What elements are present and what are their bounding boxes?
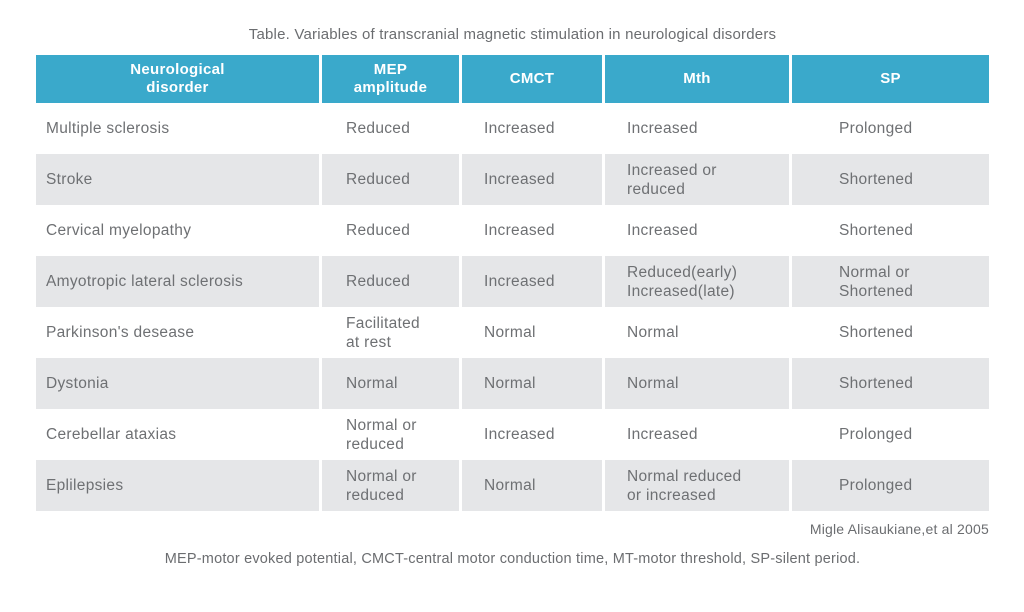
cell-mth: Normal reduced or increased — [605, 460, 792, 511]
figure-title: Table. Variables of transcranial magneti… — [248, 26, 777, 43]
cell-mep-amplitude: Reduced — [322, 256, 462, 307]
cell-sp: Shortened — [792, 358, 989, 409]
table-figure: Table. Variables of transcranial magneti… — [36, 26, 989, 567]
cell-mep-amplitude: Reduced — [322, 154, 462, 205]
cell-mep-amplitude: Reduced — [322, 205, 462, 256]
table-row: Cervical myelopathy Reduced Increased In… — [36, 205, 989, 256]
table-row: Multiple sclerosis Reduced Increased Inc… — [36, 103, 989, 154]
cell-cmct: Increased — [462, 154, 605, 205]
cell-sp: Normal or Shortened — [792, 256, 989, 307]
cell-cmct: Normal — [462, 460, 605, 511]
abbreviations-footnote: MEP-motor evoked potential, CMCT-central… — [164, 551, 861, 567]
cell-disorder: Eplilepsies — [36, 460, 322, 511]
col-header-sp: SP — [792, 55, 989, 103]
cell-disorder: Amyotropic lateral sclerosis — [36, 256, 322, 307]
cell-mth: Increased — [605, 103, 792, 154]
col-header-mth: Mth — [605, 55, 792, 103]
cell-cmct: Increased — [462, 409, 605, 460]
cell-disorder: Parkinson's desease — [36, 307, 322, 358]
col-header-cmct: CMCT — [462, 55, 605, 103]
cell-mth: Reduced(early) Increased(late) — [605, 256, 792, 307]
cell-cmct: Increased — [462, 205, 605, 256]
col-header-mep-amplitude: MEP amplitude — [322, 55, 462, 103]
cell-mep-amplitude: Normal or reduced — [322, 409, 462, 460]
cell-disorder: Cervical myelopathy — [36, 205, 322, 256]
cell-cmct: Increased — [462, 256, 605, 307]
cell-sp: Shortened — [839, 222, 914, 239]
cell-mth: Normal — [605, 358, 792, 409]
table-row: Stroke Reduced Increased Increased or re… — [36, 154, 989, 205]
table-row: Cerebellar ataxias Normal or reduced Inc… — [36, 409, 989, 460]
tms-variables-table: Neurological disorder MEP amplitude CMCT… — [36, 55, 989, 511]
cell-mth: Increased — [605, 205, 792, 256]
cell-mep-amplitude: Normal — [322, 358, 462, 409]
cell-sp: Shortened — [792, 154, 989, 205]
cell-sp: Prolonged — [839, 426, 913, 443]
cell-sp: Prolonged — [839, 120, 913, 137]
source-citation: Migle Alisaukiane,et al 2005 — [809, 521, 989, 537]
cell-mep-amplitude: Normal or reduced — [322, 460, 462, 511]
cell-disorder: Multiple sclerosis — [36, 103, 322, 154]
cell-mth: Increased or reduced — [605, 154, 792, 205]
cell-disorder: Dystonia — [36, 358, 322, 409]
cell-cmct: Normal — [462, 307, 605, 358]
cell-disorder: Cerebellar ataxias — [36, 409, 322, 460]
cell-cmct: Normal — [462, 358, 605, 409]
cell-mep-amplitude: Facilitated at rest — [322, 307, 462, 358]
table-row: Amyotropic lateral sclerosis Reduced Inc… — [36, 256, 989, 307]
table-row: Parkinson's desease Facilitated at rest … — [36, 307, 989, 358]
cell-sp: Prolonged — [792, 460, 989, 511]
col-header-neurological-disorder: Neurological disorder — [36, 55, 322, 103]
cell-mth: Normal — [605, 307, 792, 358]
cell-mep-amplitude: Reduced — [322, 103, 462, 154]
cell-disorder: Stroke — [36, 154, 322, 205]
table-row: Eplilepsies Normal or reduced Normal Nor… — [36, 460, 989, 511]
table-row: Dystonia Normal Normal Normal Shortened — [36, 358, 989, 409]
cell-cmct: Increased — [462, 103, 605, 154]
header-row: Neurological disorder MEP amplitude CMCT… — [36, 55, 989, 103]
cell-sp: Shortened — [839, 324, 914, 341]
cell-mth: Increased — [605, 409, 792, 460]
